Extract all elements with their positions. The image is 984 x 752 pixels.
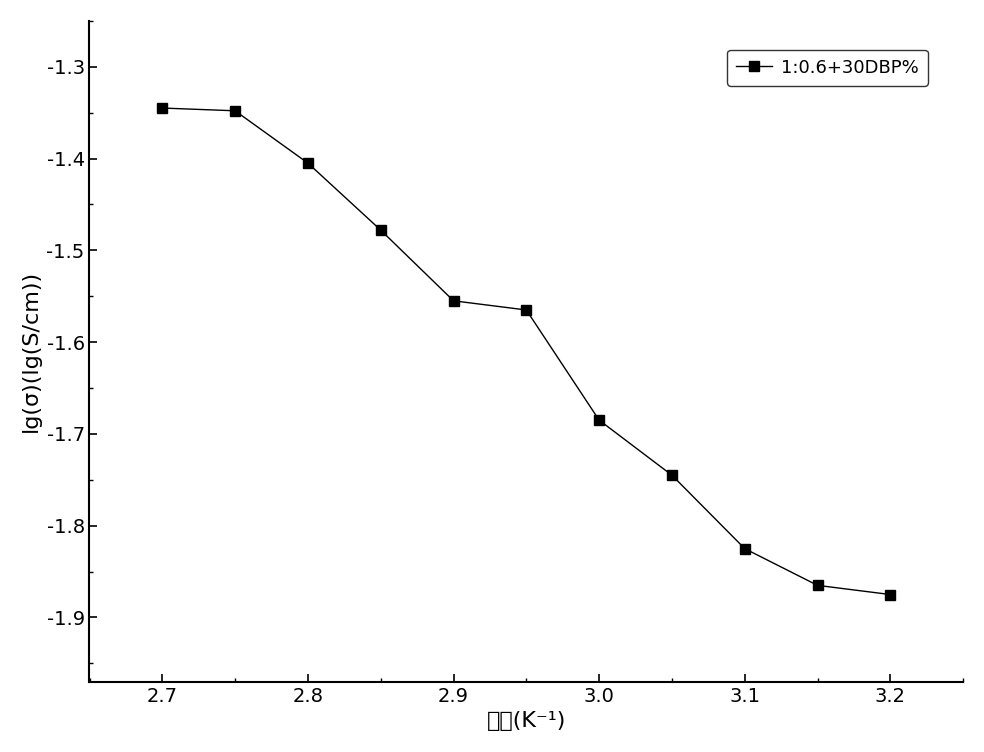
1:0.6+30DBP% [156, 104, 168, 113]
X-axis label: 温度(K⁻¹): 温度(K⁻¹) [487, 711, 566, 731]
Legend: 1:0.6+30DBP%: 1:0.6+30DBP% [727, 50, 928, 86]
Line: 1:0.6+30DBP%: 1:0.6+30DBP% [157, 103, 895, 599]
1:0.6+30DBP% [375, 226, 387, 235]
1:0.6+30DBP% [593, 416, 605, 425]
1:0.6+30DBP% [812, 581, 824, 590]
1:0.6+30DBP% [885, 590, 896, 599]
Y-axis label: lg(σ)(lg(S/cm)): lg(σ)(lg(S/cm)) [21, 270, 40, 432]
1:0.6+30DBP% [448, 296, 460, 305]
1:0.6+30DBP% [521, 305, 532, 314]
1:0.6+30DBP% [302, 159, 314, 168]
1:0.6+30DBP% [666, 471, 678, 480]
1:0.6+30DBP% [739, 544, 751, 553]
1:0.6+30DBP% [229, 106, 241, 115]
